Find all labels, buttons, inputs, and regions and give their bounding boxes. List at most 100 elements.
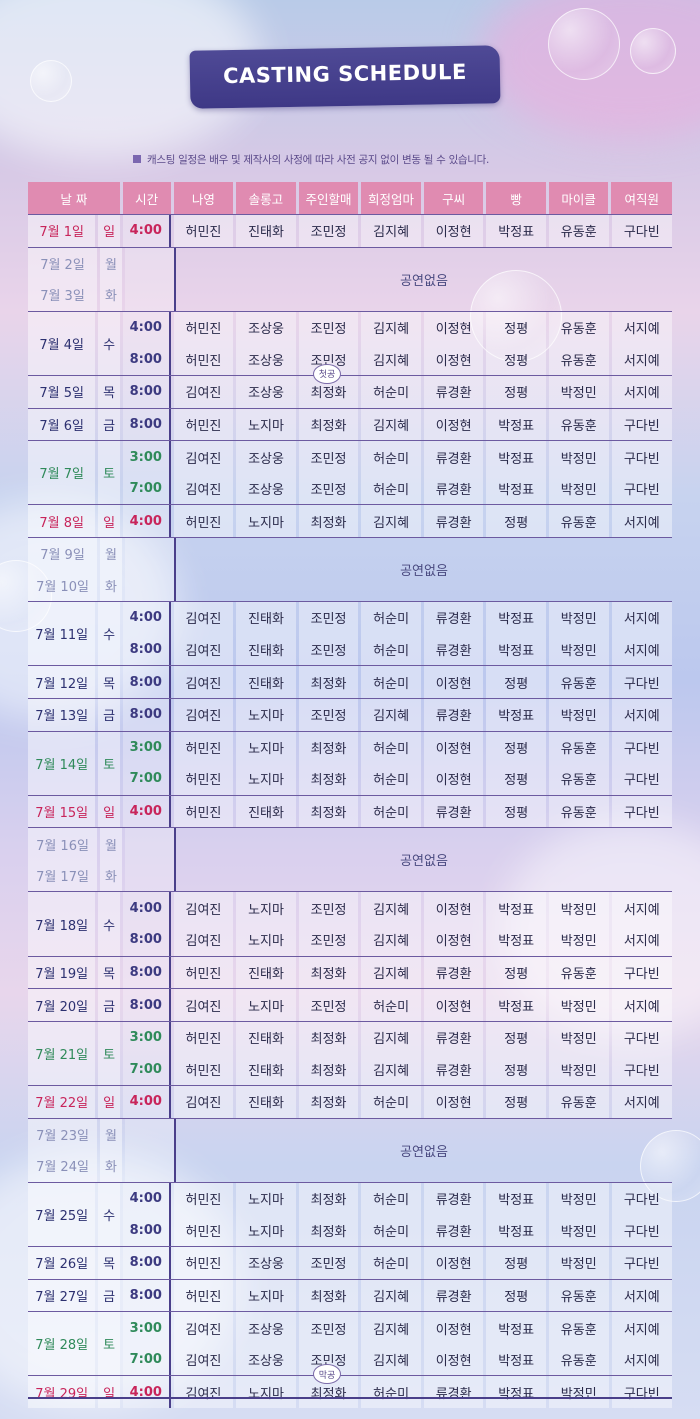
cast-name: 정평: [504, 1032, 529, 1048]
cast-name: 노지마: [248, 741, 284, 757]
cast-cell: 김지혜 김지혜: [361, 1021, 421, 1086]
cast-name: 박정민: [560, 1386, 597, 1402]
cast-name: 유동훈: [560, 225, 597, 241]
time-cell: 4:00: [122, 505, 171, 537]
cast-cell: 서지예: [611, 505, 673, 537]
cast-name: 허순미: [373, 741, 410, 757]
cast-cell: 정평: [486, 795, 546, 828]
cast-name: 노지마: [248, 999, 284, 1015]
cast-name: 김여진: [185, 643, 222, 659]
cast-name: 유동훈: [560, 966, 597, 982]
bubble-decoration: [470, 270, 562, 362]
show-time: 8:00: [129, 1222, 162, 1238]
cast-name: 허민진: [185, 225, 222, 241]
schedule-row: 7월 20일 금 8:00 김여진 노지마 조민정 허순미 이정현 박정표 박정민 서지예: [28, 988, 673, 1021]
cast-cell: 허순미: [361, 1086, 421, 1118]
date-label: 7월 27일: [35, 1289, 89, 1305]
day-label: 수: [103, 337, 116, 353]
day-label: 화: [105, 579, 117, 595]
cast-cell: 허순미: [361, 666, 421, 698]
notice-text: 캐스팅 일정은 배우 및 제작사의 사정에 따라 사전 공지 없이 변동 될 수…: [133, 152, 489, 167]
cast-name: 구다빈: [623, 483, 660, 498]
schedule-row: 7월 22일 일 4:00 김여진 진태화 최정화 허순미 이정현 정평 유동훈 서지예: [28, 1085, 673, 1118]
cast-cell: 서지예: [611, 1086, 673, 1118]
day-label: 금: [103, 709, 116, 725]
date-cell: 7월 14일: [28, 731, 96, 795]
cast-name: 유동훈: [560, 1354, 597, 1370]
cast-name: 노지마: [248, 1386, 284, 1402]
cast-name: 김지혜: [373, 1354, 410, 1370]
time-cell: 8:00: [122, 375, 171, 408]
date-label: 7월 26일: [35, 1257, 89, 1273]
show-time: 4:00: [129, 1191, 162, 1207]
date-label: 7월 24일: [36, 1160, 89, 1176]
cast-cell: 정평: [486, 1086, 546, 1118]
cast-cell: 류경환: [423, 1279, 484, 1312]
time-cell: 4:00 8:00: [122, 892, 171, 956]
cast-name: 김여진: [185, 934, 222, 950]
cast-cell: 김여진: [173, 1376, 234, 1408]
cast-cell: 김지혜: [361, 215, 421, 247]
cast-cell: 조민정 조민정: [298, 602, 359, 666]
cast-name: 허민진: [185, 1032, 222, 1048]
cast-cell: 유동훈: [548, 215, 609, 247]
cast-name: 구다빈: [623, 1032, 660, 1048]
show-time: 4:00: [129, 320, 162, 336]
cast-name: 김여진: [185, 999, 222, 1015]
schedule-rows: 7월 1일 일 4:00 허민진 진태화 조민정 김지혜 이정현 박정표 유동훈 구다빈 7월 2일 7…: [28, 214, 673, 1408]
cast-cell: 이정현: [423, 1247, 484, 1279]
date-cell: 7월 11일: [28, 602, 96, 666]
cast-name: 이정현: [435, 1354, 472, 1370]
date-label: 7월 12일: [35, 676, 89, 692]
cast-name: 김지혜: [373, 1322, 410, 1338]
cast-cell: 진태화: [236, 795, 296, 828]
cast-cell: 조상웅: [236, 375, 296, 408]
cast-cell: 조상웅: [236, 1247, 296, 1279]
header-date: 날 짜: [28, 182, 120, 214]
header-cast: 여직원: [611, 182, 672, 214]
day-label: 수: [103, 628, 116, 644]
cast-cell: 김여진 김여진: [173, 602, 234, 666]
time-cell: 8:00: [122, 698, 171, 731]
date-label: 7월 19일: [35, 966, 89, 982]
cast-name: 구다빈: [623, 418, 660, 434]
cast-name: 유동훈: [560, 741, 597, 757]
time-cell: [125, 247, 174, 311]
date-label: 7월 3일: [40, 289, 85, 305]
cast-name: 구다빈: [623, 1257, 660, 1273]
day-cell: 일: [98, 795, 120, 828]
cast-name: 진태화: [248, 966, 284, 982]
cast-name: 노지마: [248, 773, 284, 789]
day-cell: 일: [98, 1376, 120, 1408]
cast-name: 구다빈: [623, 225, 660, 241]
cast-name: 류경환: [435, 1032, 472, 1048]
date-label: 7월 21일: [35, 1047, 89, 1063]
cast-name: 조상웅: [248, 1257, 284, 1273]
cast-name: 노지마: [248, 934, 284, 950]
cast-name: 박정민: [560, 1193, 597, 1209]
cast-name: 허민진: [185, 1224, 222, 1240]
time-cell: 3:00 7:00: [122, 441, 171, 505]
cast-name: 서지예: [623, 1096, 660, 1112]
cast-cell: 김여진: [173, 989, 234, 1021]
cast-name: 유동훈: [560, 322, 597, 338]
time-cell: 8:00: [122, 408, 171, 441]
cast-name: 김지혜: [373, 934, 410, 950]
schedule-row: 7월 5일 목 8:00 김여진 조상웅 최정화 허순미 류경환 정평 박정민 서지예 첫공: [28, 363, 673, 408]
time-cell: [125, 828, 174, 892]
show-time: 4:00: [129, 1384, 162, 1400]
cast-name: 노지마: [248, 1193, 284, 1209]
cast-name: 박정표: [498, 1386, 535, 1402]
cast-name: 서지예: [623, 1289, 660, 1305]
schedule-row: 7월 16일 7월 17일 월 화 공연없음: [28, 827, 672, 892]
cast-cell: 허민진: [173, 408, 234, 441]
cast-name: 조민정: [310, 643, 347, 659]
cast-name: 정평: [504, 515, 529, 531]
show-time: 7:00: [129, 771, 162, 787]
cast-cell: 최정화: [298, 666, 359, 698]
no-show-label: 공연없음: [174, 537, 672, 602]
cast-cell: 박정표: [486, 215, 546, 247]
date-cell: 7월 15일: [28, 795, 96, 828]
schedule-row: 7월 29일 일 4:00 김여진 노지마 최정화 허순미 류경환 박정표 박정민 구다빈 막공: [28, 1364, 673, 1408]
